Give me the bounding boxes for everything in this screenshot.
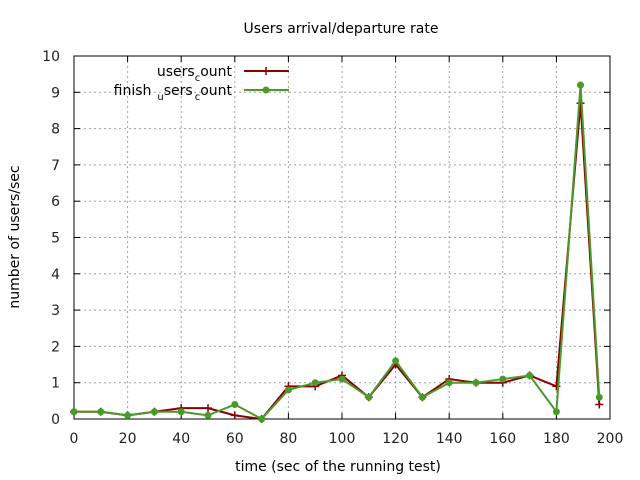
legend-label-users-count: userscount bbox=[157, 64, 233, 84]
data-point bbox=[499, 375, 507, 383]
series-line bbox=[74, 102, 601, 420]
chart-title: Users arrival/departure rate bbox=[244, 21, 439, 37]
legend-sample-finish-users-count bbox=[244, 86, 289, 94]
data-point bbox=[231, 400, 239, 408]
series-layer bbox=[70, 81, 604, 423]
grid bbox=[74, 56, 610, 419]
legend-text-main: finish bbox=[114, 83, 152, 99]
x-tick-label: 60 bbox=[226, 431, 244, 447]
y-tick-label: 0 bbox=[51, 412, 60, 428]
legend-text-sub: u bbox=[157, 92, 163, 103]
data-point bbox=[177, 408, 185, 416]
y-tick-label: 3 bbox=[51, 303, 60, 319]
data-point bbox=[595, 400, 604, 409]
legend-text-main: users bbox=[157, 64, 195, 80]
x-tick-label: 200 bbox=[597, 431, 624, 447]
legend-sample-users-count bbox=[244, 67, 289, 75]
data-point bbox=[230, 411, 239, 420]
legend: userscount finish users count bbox=[114, 64, 289, 103]
data-point bbox=[70, 408, 78, 416]
x-tick-label: 140 bbox=[436, 431, 463, 447]
data-point bbox=[392, 357, 400, 365]
x-tick-label: 80 bbox=[279, 431, 297, 447]
x-tick-label: 20 bbox=[119, 431, 137, 447]
x-tick-label: 40 bbox=[172, 431, 190, 447]
data-point bbox=[284, 386, 292, 394]
x-axis-label: time (sec of the running test) bbox=[235, 459, 441, 475]
y-tick-label: 1 bbox=[51, 376, 60, 392]
data-point bbox=[258, 415, 266, 423]
legend-text-tail: ount bbox=[200, 64, 232, 80]
y-tick-label: 7 bbox=[51, 158, 60, 174]
data-point bbox=[124, 411, 132, 419]
axis-ticks: 0 20 40 60 80 100 120 140 160 180 200 0 1 2 3 4 5 6 7 8 9 10 bbox=[42, 49, 623, 447]
y-tick-label: 10 bbox=[42, 49, 60, 65]
data-point bbox=[338, 375, 346, 383]
data-point bbox=[472, 379, 480, 387]
series-line bbox=[74, 84, 601, 420]
x-tick-label: 160 bbox=[489, 431, 516, 447]
y-axis-label: number of users/sec bbox=[7, 165, 23, 308]
data-point bbox=[204, 404, 212, 413]
data-point bbox=[204, 411, 212, 419]
x-tick-label: 100 bbox=[329, 431, 356, 447]
x-tick-label: 180 bbox=[543, 431, 570, 447]
legend-text-mid: sers bbox=[164, 83, 193, 99]
data-point bbox=[577, 81, 585, 89]
data-point bbox=[365, 393, 373, 401]
y-tick-label: 4 bbox=[51, 267, 60, 283]
legend-text-tail: ount bbox=[200, 83, 232, 99]
legend-text-sub2: c bbox=[195, 92, 201, 103]
data-point bbox=[595, 393, 603, 401]
data-point bbox=[150, 408, 158, 416]
data-point bbox=[445, 379, 453, 387]
series-finish-users-count bbox=[70, 81, 603, 423]
x-tick-label: 0 bbox=[70, 431, 79, 447]
legend-marker bbox=[262, 86, 270, 94]
data-point bbox=[311, 379, 319, 387]
legend-marker bbox=[262, 67, 270, 75]
y-tick-label: 6 bbox=[51, 194, 60, 210]
data-point bbox=[97, 408, 105, 416]
y-tick-label: 8 bbox=[51, 122, 60, 138]
x-tick-label: 120 bbox=[382, 431, 409, 447]
legend-label-finish-users-count: finish users count bbox=[114, 83, 233, 103]
series-users-count bbox=[70, 99, 604, 423]
data-point bbox=[526, 371, 534, 379]
y-tick-label: 2 bbox=[51, 339, 60, 355]
legend-text-sub: c bbox=[195, 73, 201, 84]
y-tick-label: 5 bbox=[51, 231, 60, 247]
y-tick-label: 9 bbox=[51, 85, 60, 101]
data-point bbox=[418, 393, 426, 401]
data-point bbox=[552, 408, 560, 416]
